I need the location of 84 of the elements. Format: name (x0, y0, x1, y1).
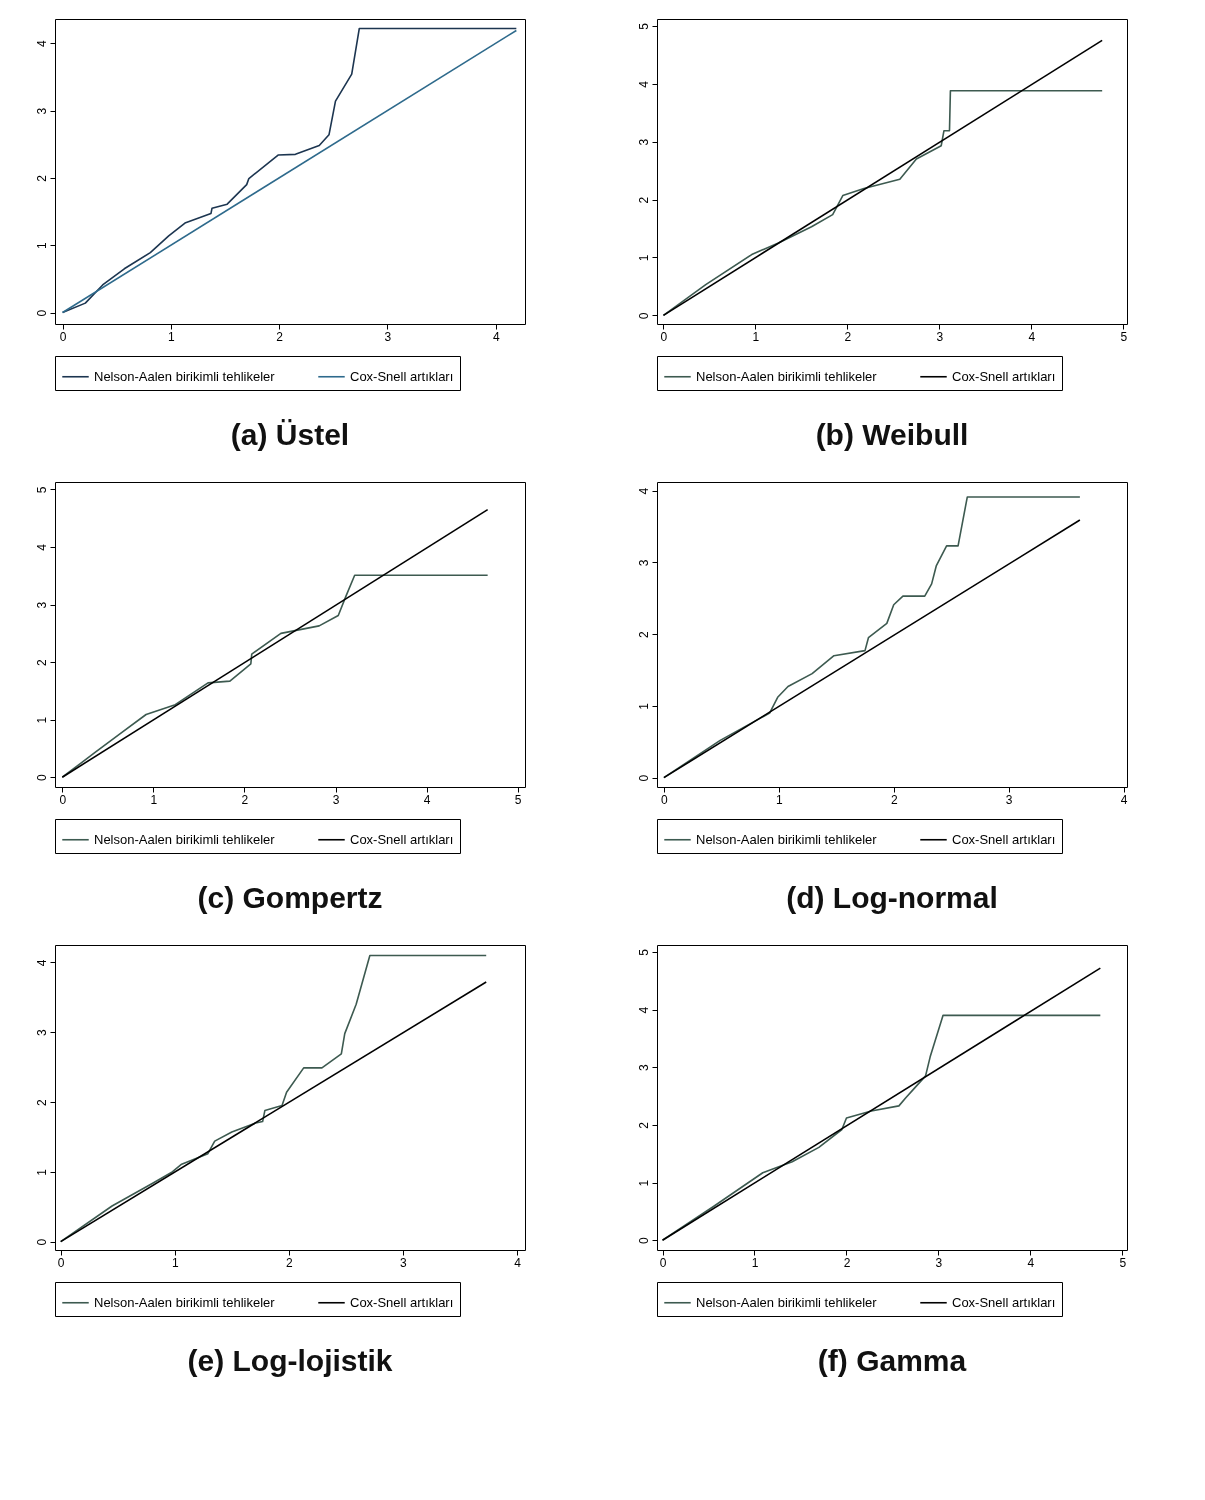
legend-label: Cox-Snell artıkları (952, 831, 1056, 847)
x-tick-label: 3 (1005, 792, 1013, 807)
legend-label: Cox-Snell artıkları (350, 1294, 454, 1310)
y-tick-label: 1 (34, 1168, 49, 1176)
x-tick-label: 2 (276, 329, 284, 344)
x-tick-label: 3 (384, 329, 392, 344)
legend-label: Nelson-Aalen birikimli tehlikeler (696, 368, 878, 384)
y-tick-label: 1 (636, 702, 651, 710)
y-tick-label: 0 (34, 309, 49, 317)
legend-label: Nelson-Aalen birikimli tehlikeler (94, 368, 276, 384)
y-tick-label: 3 (34, 1029, 49, 1037)
x-tick-label: 4 (492, 329, 500, 344)
x-tick-label: 0 (59, 792, 67, 807)
x-tick-label: 1 (752, 329, 760, 344)
x-tick-label: 2 (843, 1255, 851, 1270)
y-tick-label: 3 (34, 601, 49, 609)
x-tick-label: 5 (1120, 329, 1128, 344)
y-tick-label: 4 (636, 80, 651, 88)
x-tick-label: 0 (661, 792, 669, 807)
y-tick-label: 3 (636, 138, 651, 146)
y-tick-label: 4 (34, 959, 49, 967)
y-tick-label: 2 (34, 1098, 49, 1106)
y-tick-label: 3 (636, 1064, 651, 1072)
legend-label: Cox-Snell artıkları (350, 368, 454, 384)
y-tick-label: 5 (636, 22, 651, 30)
text: (b) Weibull (815, 417, 969, 451)
legend-label: Nelson-Aalen birikimli tehlikeler (696, 1294, 878, 1310)
x-tick-label: 1 (171, 1255, 179, 1270)
y-tick-label: 1 (34, 716, 49, 724)
y-tick-label: 5 (636, 948, 651, 956)
x-tick-label: 2 (286, 1255, 294, 1270)
x-tick-label: 5 (514, 792, 522, 807)
y-tick-label: 1 (636, 254, 651, 262)
legend-label: Cox-Snell artıkları (952, 1294, 1056, 1310)
x-tick-label: 1 (751, 1255, 759, 1270)
x-tick-label: 3 (332, 792, 340, 807)
y-tick-label: 2 (34, 658, 49, 666)
legend-label: Cox-Snell artıkları (350, 831, 454, 847)
y-tick-label: 2 (636, 196, 651, 204)
x-tick-label: 3 (935, 1255, 943, 1270)
y-tick-label: 2 (636, 1121, 651, 1129)
y-tick-label: 4 (34, 543, 49, 551)
x-tick-label: 1 (775, 792, 783, 807)
x-tick-label: 0 (57, 1255, 65, 1270)
x-tick-label: 4 (514, 1255, 522, 1270)
x-tick-label: 0 (659, 1255, 667, 1270)
text: (d) Log-normal (786, 880, 998, 914)
y-tick-label: 2 (636, 630, 651, 638)
y-tick-label: 4 (34, 40, 49, 48)
x-tick-label: 2 (890, 792, 898, 807)
text: (f) Gamma (817, 1343, 967, 1377)
x-tick-label: 4 (1028, 329, 1036, 344)
x-tick-label: 2 (241, 792, 249, 807)
x-tick-label: 3 (400, 1255, 408, 1270)
legend-label: Nelson-Aalen birikimli tehlikeler (94, 831, 276, 847)
y-tick-label: 0 (34, 1238, 49, 1246)
x-tick-label: 1 (168, 329, 176, 344)
y-tick-label: 1 (34, 242, 49, 250)
x-tick-label: 4 (1027, 1255, 1035, 1270)
x-tick-label: 0 (59, 329, 67, 344)
x-tick-label: 4 (1120, 792, 1128, 807)
y-tick-label: 0 (636, 1237, 651, 1245)
y-tick-label: 3 (636, 559, 651, 567)
text: (e) Log-lojistik (187, 1343, 393, 1377)
x-tick-label: 3 (936, 329, 944, 344)
y-tick-label: 2 (34, 174, 49, 182)
x-tick-label: 4 (423, 792, 431, 807)
legend-label: Nelson-Aalen birikimli tehlikeler (696, 831, 878, 847)
x-tick-label: 0 (660, 329, 668, 344)
x-tick-label: 1 (150, 792, 158, 807)
legend-label: Cox-Snell artıkları (952, 368, 1056, 384)
legend-label: Nelson-Aalen birikimli tehlikeler (94, 1294, 276, 1310)
y-tick-label: 0 (636, 774, 651, 782)
x-tick-label: 2 (844, 329, 852, 344)
y-tick-label: 0 (34, 774, 49, 782)
x-tick-label: 5 (1119, 1255, 1127, 1270)
text: (c) Gompertz (197, 880, 383, 914)
y-tick-label: 0 (636, 312, 651, 320)
y-tick-label: 3 (34, 107, 49, 115)
y-tick-label: 4 (636, 1006, 651, 1014)
y-tick-label: 4 (636, 487, 651, 495)
text: (a) Üstel (230, 417, 350, 451)
y-tick-label: 1 (636, 1179, 651, 1187)
y-tick-label: 5 (34, 486, 49, 494)
